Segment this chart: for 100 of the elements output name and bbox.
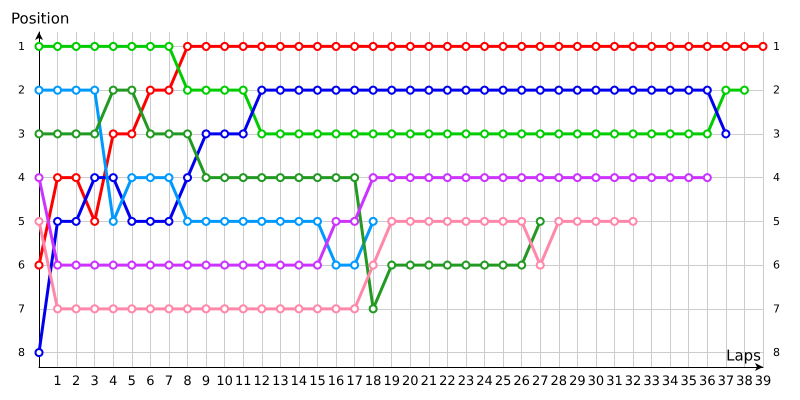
y2-tick-label: 3 [773, 127, 780, 140]
point [368, 129, 378, 138]
point [332, 173, 341, 182]
point [442, 173, 452, 182]
point [127, 216, 136, 226]
point [647, 173, 656, 182]
point [628, 42, 638, 51]
point [702, 42, 712, 51]
x-tick-label: 5 [128, 374, 136, 389]
point [164, 129, 174, 138]
point [536, 42, 545, 51]
point [276, 216, 285, 226]
point [461, 260, 470, 270]
x-tick-label: 1 [53, 374, 62, 389]
point [202, 86, 211, 95]
point [220, 42, 230, 51]
point [312, 42, 322, 51]
point [312, 129, 322, 138]
point [610, 173, 619, 182]
point [34, 42, 44, 51]
point [202, 304, 211, 314]
point [666, 86, 675, 95]
point [721, 42, 730, 51]
point [294, 86, 304, 95]
point [554, 216, 564, 226]
point [127, 260, 136, 270]
x-tick-label: 15 [309, 374, 326, 389]
point [517, 216, 526, 226]
x-tick-label: 9 [202, 374, 210, 389]
x-tick-label: 6 [146, 374, 155, 389]
point [368, 304, 378, 314]
point [257, 86, 266, 95]
point [350, 216, 360, 226]
x-tick-label: 39 [754, 374, 772, 389]
y2-tick-label: 7 [773, 302, 780, 316]
point [332, 42, 341, 51]
point [480, 260, 490, 270]
point [610, 129, 619, 138]
point [108, 42, 118, 51]
point [34, 129, 44, 138]
y-tick-label: 1 [18, 40, 25, 53]
point [461, 86, 470, 95]
point [406, 129, 415, 138]
x-tick-label: 27 [532, 374, 549, 389]
x-tick-label: 7 [164, 374, 174, 389]
point [53, 216, 62, 226]
point [498, 260, 508, 270]
x-tick-label: 18 [364, 374, 382, 389]
point [108, 216, 118, 226]
y2-tick-label: 1 [773, 40, 780, 53]
point [368, 260, 378, 270]
point [90, 173, 100, 182]
point [758, 42, 768, 51]
x-tick-label: 30 [588, 374, 604, 389]
point [72, 304, 81, 314]
point [387, 42, 396, 51]
point [332, 260, 341, 270]
point [127, 86, 136, 95]
point [702, 129, 712, 138]
point [220, 216, 230, 226]
x-tick-label: 4 [109, 374, 118, 389]
point [294, 173, 304, 182]
point [257, 304, 266, 314]
point [368, 86, 378, 95]
point [461, 173, 470, 182]
x-tick-label: 33 [643, 374, 660, 389]
point [127, 42, 136, 51]
point [480, 42, 490, 51]
point [424, 129, 434, 138]
point [536, 173, 545, 182]
point [146, 260, 155, 270]
point [572, 129, 582, 138]
point [90, 86, 100, 95]
point [424, 216, 434, 226]
point [424, 173, 434, 182]
point [202, 173, 211, 182]
point [350, 86, 360, 95]
point [610, 216, 619, 226]
point [108, 129, 118, 138]
x-tick-label: 20 [402, 374, 419, 389]
point [517, 173, 526, 182]
point [238, 86, 248, 95]
point [238, 42, 248, 51]
point [238, 129, 248, 138]
point [164, 86, 174, 95]
point [628, 129, 638, 138]
point [666, 129, 675, 138]
point [684, 173, 694, 182]
x-tick-label: 14 [290, 374, 308, 389]
point [424, 86, 434, 95]
point [368, 216, 378, 226]
point [406, 42, 415, 51]
point [146, 129, 155, 138]
point [554, 173, 564, 182]
point [610, 86, 619, 95]
point [721, 86, 730, 95]
point [34, 260, 44, 270]
point [554, 86, 564, 95]
point [53, 129, 62, 138]
point [387, 216, 396, 226]
